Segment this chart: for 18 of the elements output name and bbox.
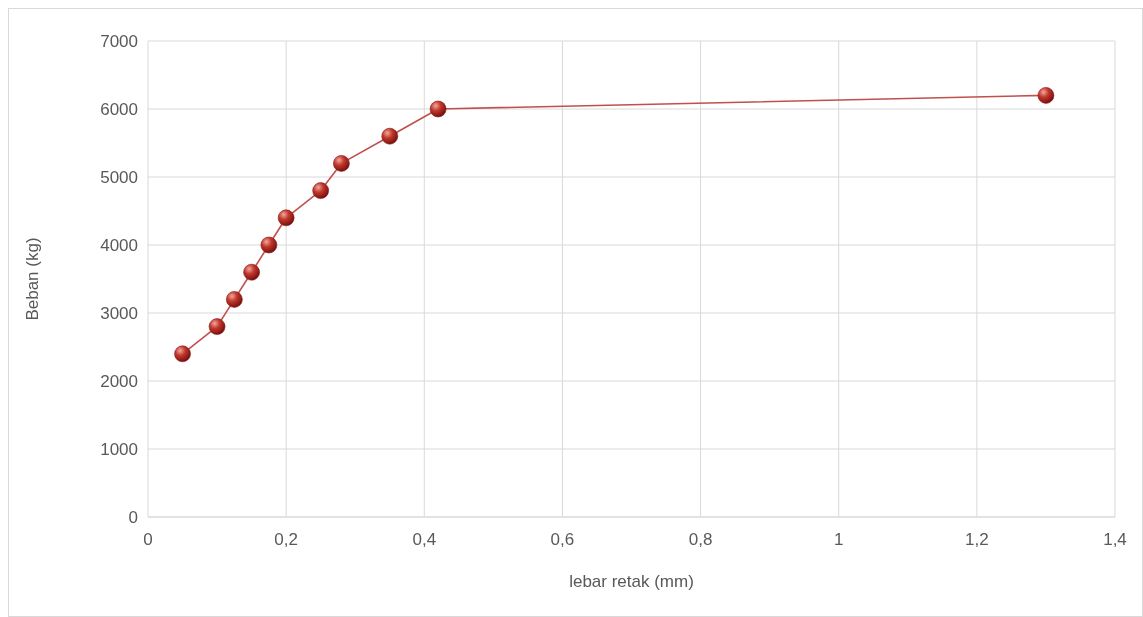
y-tick-label: 1000 [100, 439, 138, 459]
x-tick-label: 0 [143, 530, 153, 549]
x-tick-label: 1,2 [965, 530, 989, 549]
y-tick-label: 6000 [100, 99, 138, 119]
y-tick-label: 2000 [100, 371, 138, 391]
y-tick-label: 0 [128, 507, 138, 527]
x-tick-label: 0,6 [550, 530, 575, 549]
x-tick-label: 0,8 [688, 530, 713, 549]
x-tick-label: 0,2 [274, 530, 298, 549]
y-tick-label: 3000 [100, 303, 138, 323]
x-tick-label: 0,4 [412, 530, 437, 549]
x-tick-label: 1,4 [1103, 530, 1127, 549]
y-tick-label: 7000 [100, 31, 138, 51]
x-axis-title: lebar retak (mm) [569, 572, 694, 591]
y-tick-label: 5000 [100, 167, 138, 187]
x-tick-label: 1 [833, 530, 844, 549]
y-axis-title: Beban (kg) [23, 237, 42, 321]
y-tick-label: 4000 [100, 235, 138, 255]
